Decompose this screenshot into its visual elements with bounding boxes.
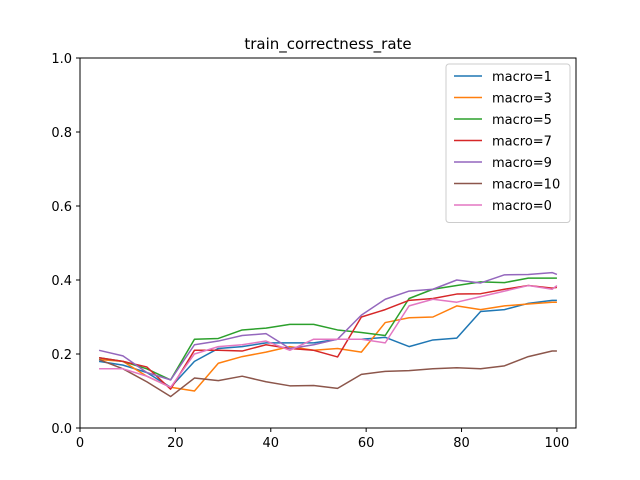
x-tick-label: 60 — [358, 436, 375, 451]
series-line-macro-5 — [98, 277, 557, 381]
legend-label: macro=1 — [492, 70, 552, 85]
y-tick-label: 0.2 — [51, 348, 72, 363]
legend-label: macro=0 — [492, 199, 552, 214]
y-tick-label: 0.4 — [51, 274, 72, 289]
x-axis-ticks: 0 20 40 60 80 100 — [76, 428, 569, 451]
series-line-macro-7 — [98, 284, 558, 390]
series-line-macro-10 — [98, 350, 557, 398]
x-tick-label: 100 — [545, 436, 570, 451]
x-tick-label: 40 — [262, 436, 279, 451]
legend: macro=1 macro=3 macro=5 macro=7 macro=9 macro… — [445, 63, 571, 223]
y-tick-label: 0.0 — [51, 422, 72, 437]
legend-label: macro=7 — [492, 135, 552, 150]
series-lines — [98, 271, 558, 398]
legend-label: macro=5 — [492, 113, 552, 128]
chart-title: train_correctness_rate — [244, 35, 411, 54]
series-line-macro-0 — [99, 284, 558, 389]
series-line-macro-3 — [99, 301, 557, 392]
legend-label: macro=10 — [492, 178, 560, 193]
x-tick-label: 20 — [167, 436, 184, 451]
y-tick-label: 0.6 — [51, 200, 72, 215]
plot-frame — [79, 57, 577, 429]
series-line-macro-1 — [98, 299, 557, 389]
y-tick-label: 0.8 — [51, 126, 72, 141]
series-line-macro-9 — [98, 271, 558, 381]
x-tick-label: 0 — [76, 436, 84, 451]
legend-label: macro=9 — [492, 156, 552, 171]
x-tick-label: 80 — [453, 436, 470, 451]
y-axis-ticks: 0.0 0.2 0.4 0.6 0.8 1.0 — [51, 52, 80, 437]
legend-label: macro=3 — [492, 92, 552, 107]
y-tick-label: 1.0 — [51, 52, 72, 67]
